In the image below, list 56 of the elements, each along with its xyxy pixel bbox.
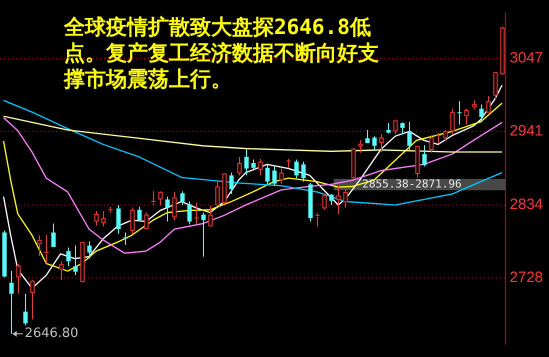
- candlestick: [201, 212, 206, 258]
- candlestick: [443, 129, 448, 142]
- candlestick: [37, 234, 42, 256]
- annotation: 2646.80: [24, 326, 78, 342]
- candlestick: [351, 148, 356, 180]
- candlestick: [486, 96, 491, 113]
- candlestick: [251, 159, 256, 172]
- y-tick-label: 3047: [510, 50, 544, 67]
- candlestick: [372, 136, 377, 150]
- candlestick: [379, 134, 384, 153]
- candlestick: [308, 182, 313, 222]
- candlestick: [393, 120, 398, 135]
- candlestick: [294, 159, 299, 179]
- candlestick: [479, 104, 484, 123]
- candlestick: [237, 156, 242, 176]
- candlestick: [59, 260, 64, 280]
- candlestick: [336, 185, 341, 214]
- candlestick: [450, 108, 455, 135]
- candlestick: [2, 230, 7, 277]
- candlestick: [358, 140, 363, 154]
- candlestick: [215, 180, 220, 206]
- candlestick: [472, 100, 477, 110]
- candlestick: [87, 240, 92, 260]
- candlestick: [16, 264, 21, 294]
- candlestick: [130, 207, 135, 234]
- candlestick: [158, 192, 163, 206]
- candlestick: [429, 134, 434, 154]
- candlestick: [144, 212, 149, 230]
- candlestick: [66, 247, 71, 267]
- candlestick: [172, 191, 177, 221]
- candlestick: [415, 146, 420, 178]
- candlestick: [279, 168, 284, 184]
- candlestick: [258, 158, 263, 176]
- text: 全球疫情扩散致大盘探2646.8低点。复产复工经济数据不断向好支撑市场震荡上行。: [64, 14, 380, 92]
- candlestick: [322, 193, 327, 210]
- candlestick: [94, 210, 99, 226]
- candlestick: [116, 204, 121, 234]
- y-tick-label: 2941: [510, 122, 544, 140]
- candlestick: [73, 245, 78, 276]
- band-label: 2855.38-2871.96: [362, 177, 462, 190]
- candlestick: [365, 129, 370, 144]
- candlestick: [272, 165, 277, 186]
- y-tick-label: 2834: [510, 196, 544, 214]
- candlestick: [464, 108, 469, 125]
- candlestick: [23, 293, 28, 326]
- candlestick: [9, 270, 14, 334]
- candlestick: [493, 72, 498, 100]
- candlestick: [101, 210, 106, 227]
- candlestick: [208, 205, 213, 226]
- candlestick: [30, 280, 35, 320]
- candlestick: [51, 223, 56, 247]
- candlestick: [407, 121, 412, 150]
- y-tick-label: 2728: [510, 269, 544, 286]
- candlestick: [343, 188, 348, 208]
- candlestick: [500, 27, 505, 74]
- candlestick: [422, 144, 427, 167]
